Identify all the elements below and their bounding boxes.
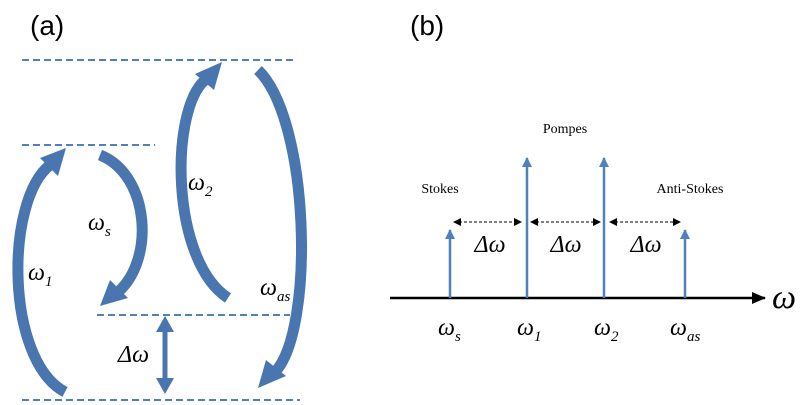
delta: Δω <box>117 342 149 368</box>
panel-label: (b) <box>410 10 444 41</box>
frequency-label: ωas <box>670 315 700 345</box>
label: Pompes <box>543 122 587 137</box>
panel-label: (a) <box>30 10 64 41</box>
arrowhead <box>195 62 222 90</box>
frequency-label: ωas <box>260 275 290 305</box>
symbol: ω <box>260 275 277 301</box>
subscript: 1 <box>45 274 53 290</box>
frequency-label: ω2 <box>188 170 213 200</box>
symbol: ω <box>438 315 455 341</box>
symbol: ω <box>594 315 611 341</box>
arrowhead <box>40 148 66 176</box>
frequency-label: ω1 <box>517 315 541 345</box>
axis-label: ω <box>772 279 796 316</box>
frequency-label: ωs <box>88 210 111 240</box>
subscript: as <box>277 289 291 305</box>
subscript: s <box>455 329 461 345</box>
arrowhead <box>156 378 174 394</box>
symbol: ω <box>188 170 205 196</box>
subscript: 1 <box>534 329 542 345</box>
frequency-label: ω2 <box>594 315 619 345</box>
arrow-omega1 <box>12 160 68 397</box>
frequency-label: ω1 <box>28 260 52 290</box>
arrowhead <box>258 360 286 388</box>
delta: Δω <box>549 232 581 258</box>
arrow-omegaas <box>253 66 307 376</box>
subscript: s <box>105 224 111 240</box>
frequency-label: ωs <box>438 315 461 345</box>
arrowhead <box>100 280 128 306</box>
delta: Δω <box>629 232 661 258</box>
subscript: 2 <box>611 329 619 345</box>
label: Anti-Stokes <box>657 182 724 197</box>
label: Stokes <box>421 182 458 197</box>
symbol: ω <box>88 210 105 236</box>
symbol: ω <box>28 260 45 286</box>
delta: Δω <box>473 232 505 258</box>
arrow-omega2 <box>175 75 232 303</box>
subscript: 2 <box>205 184 213 200</box>
arrow-omegas <box>97 149 148 297</box>
symbol: ω <box>517 315 534 341</box>
subscript: as <box>687 329 701 345</box>
symbol: ω <box>670 315 687 341</box>
arrowhead <box>156 316 174 332</box>
